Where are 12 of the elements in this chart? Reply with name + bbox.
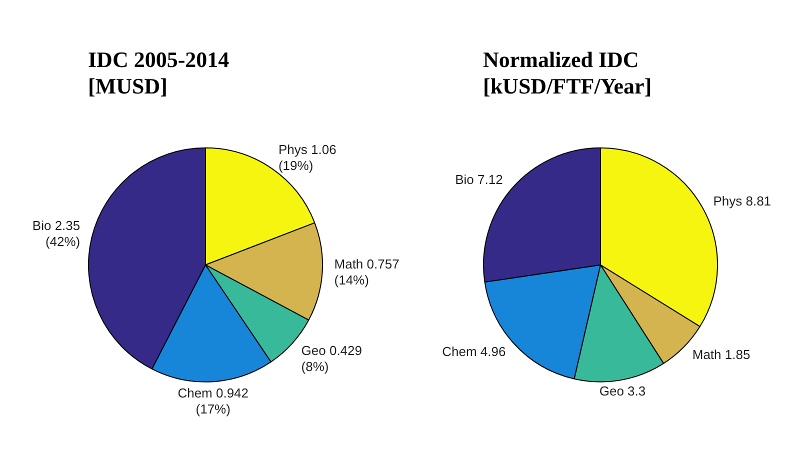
slice-label: Math 1.85 [692, 347, 750, 362]
slice-label: Geo 3.3 [599, 384, 646, 399]
chart-title: Normalized IDC [kUSD/FTF/Year] [483, 46, 652, 98]
slice-label: Chem 0.942 (17%) [178, 385, 249, 416]
slice-label: Math 0.757 (14%) [334, 256, 400, 288]
slice-label: Bio 7.12 [455, 172, 503, 188]
slice-label: Bio 2.35 (42%) [32, 218, 80, 250]
chart-title: IDC 2005-2014 [MUSD] [88, 46, 230, 98]
slice-label: Phys 1.06 (19%) [278, 142, 336, 174]
slice-label: Chem 4.96 [442, 344, 506, 359]
slice-label: Geo 0.429 (8%) [301, 342, 362, 374]
slice-label: Phys 8.81 [713, 194, 772, 209]
